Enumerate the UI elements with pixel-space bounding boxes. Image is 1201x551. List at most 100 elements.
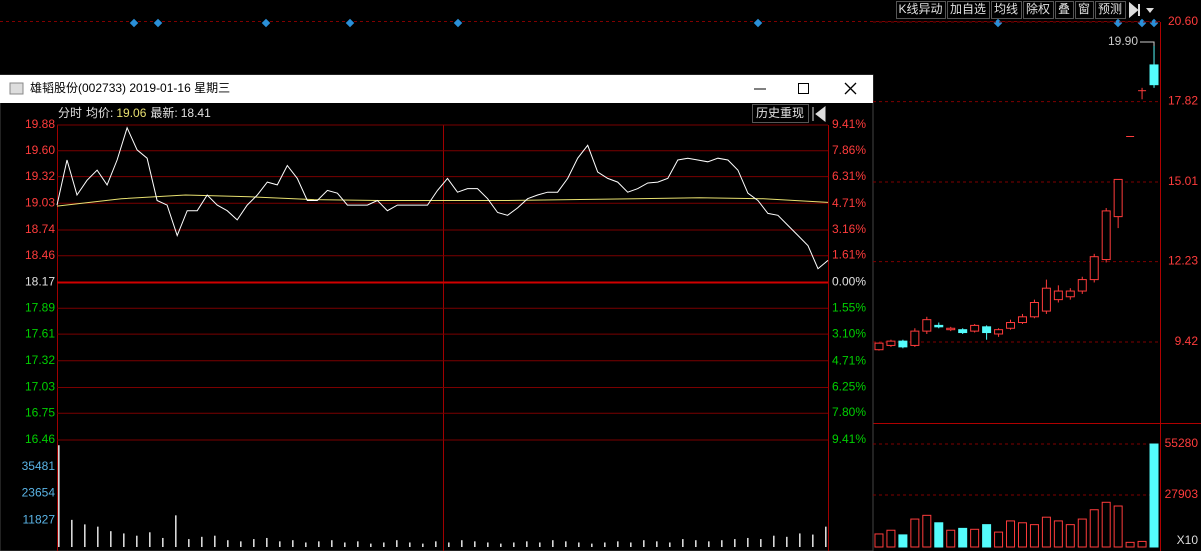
volume-bar xyxy=(188,539,190,547)
mode: 分时 xyxy=(58,106,82,120)
toolbar-button[interactable] xyxy=(1075,1,1094,19)
candle-body xyxy=(1077,279,1087,292)
y-tick-label: 19.60 xyxy=(25,143,55,157)
y2-tick-label: 0.00% xyxy=(832,275,866,289)
toolbar-button-label: 预测 xyxy=(1098,2,1122,16)
volume-bar xyxy=(898,534,908,548)
volume-bar xyxy=(922,514,932,548)
y-tick-label: 19.88 xyxy=(25,117,55,131)
y2-tick-label: 4.71% xyxy=(832,354,866,368)
candle-body xyxy=(1006,322,1016,329)
volume-bar xyxy=(448,542,450,547)
volume-bar xyxy=(786,536,788,547)
volume-bar xyxy=(227,540,229,547)
volume-bar xyxy=(58,445,60,547)
toolbar-button[interactable] xyxy=(1023,1,1054,19)
event-markers xyxy=(129,18,1159,28)
toolbar-button-label: 除权 xyxy=(1026,1,1050,16)
volume-bar xyxy=(708,541,710,547)
volume-bar xyxy=(84,524,86,547)
maximize-button[interactable] xyxy=(798,83,809,94)
candle-body xyxy=(1101,210,1111,261)
y-tick-label: 17.03 xyxy=(25,380,55,394)
volume-bar xyxy=(370,543,372,547)
volume-bar xyxy=(526,541,528,547)
y2-tick-label: 1.55% xyxy=(832,301,866,315)
toolbar-dropdown[interactable] xyxy=(1146,8,1154,13)
candle-body xyxy=(898,340,908,348)
avg-label: 均价: xyxy=(86,106,113,120)
y-tick-label: 17.89 xyxy=(25,300,55,314)
toolbar-button-label: 均线 xyxy=(994,2,1018,16)
volume-bar xyxy=(422,543,424,547)
volume-bar xyxy=(994,531,1004,548)
volume-bar xyxy=(747,537,749,547)
volume-bar xyxy=(162,537,164,547)
y-tick-label: 20.60 xyxy=(1168,14,1198,28)
volume-bar xyxy=(71,519,73,547)
max-price-pointer xyxy=(1140,41,1155,47)
toolbar-button[interactable] xyxy=(1095,1,1126,19)
volume-bar xyxy=(1125,541,1135,548)
y-tick-label: 17.61 xyxy=(25,326,55,340)
candle-body xyxy=(886,340,896,346)
volume-bar xyxy=(513,542,515,547)
max-price-label: 19.90 xyxy=(1108,34,1138,48)
volume-bar xyxy=(958,527,968,548)
y2-tick-label: 9.41% xyxy=(832,117,866,131)
volume-bar xyxy=(1149,443,1159,548)
candle-body xyxy=(1029,301,1039,318)
candle-body xyxy=(922,319,932,332)
volume-bar xyxy=(396,540,398,547)
volume-bar xyxy=(253,539,255,547)
volume-bar xyxy=(214,535,216,547)
volume-bar xyxy=(474,541,476,547)
volume-bar xyxy=(734,539,736,547)
volume-bar xyxy=(344,542,346,547)
volume-bar xyxy=(240,541,242,547)
toolbar-button-label: 加自选 xyxy=(950,2,986,16)
volume-bar xyxy=(97,526,99,547)
volume-tick-label: 11827 xyxy=(23,512,56,526)
volume-bar xyxy=(773,535,775,547)
y-tick-label: 18.74 xyxy=(25,222,55,236)
toolbar-icon[interactable] xyxy=(1129,1,1140,19)
toolbar-button[interactable] xyxy=(991,1,1022,19)
volume-bar xyxy=(812,534,814,547)
volume-bar xyxy=(970,528,980,548)
toolbar-button[interactable] xyxy=(947,1,990,19)
volume-bar xyxy=(175,515,177,547)
y-tick-label: 17.82 xyxy=(1168,94,1198,108)
volume-bar xyxy=(604,542,606,547)
close-button[interactable] xyxy=(844,82,857,95)
toolbar-button-label: 叠 xyxy=(1058,2,1070,16)
title-bar xyxy=(0,75,873,103)
volume-bar xyxy=(1029,524,1039,548)
candle-body xyxy=(946,327,956,331)
volume-bar xyxy=(149,532,151,547)
toolbar-button-label: K线异动 xyxy=(898,2,942,16)
volume-bar xyxy=(591,543,593,547)
volume-bar xyxy=(934,522,944,548)
replay-icon[interactable] xyxy=(812,105,826,123)
volume-bar xyxy=(1113,505,1123,548)
volume-bar xyxy=(825,526,827,547)
avg-value: 19.06 xyxy=(116,106,146,120)
volume-bar xyxy=(1101,501,1111,548)
toolbar-button[interactable] xyxy=(1055,1,1074,19)
volume-bar xyxy=(1017,522,1027,548)
y2-tick-label: 6.31% xyxy=(832,169,866,183)
volume-bar xyxy=(110,531,112,547)
replay-button[interactable] xyxy=(752,104,809,123)
candle-body xyxy=(934,324,944,328)
volume-bar xyxy=(1065,524,1075,548)
toolbar-button[interactable] xyxy=(896,1,946,19)
volume-bar xyxy=(357,541,359,547)
quote-header: 分时 均价: 19.06 最新: 18.41 xyxy=(58,105,211,120)
candle-body xyxy=(958,329,968,334)
volume-bar xyxy=(760,539,762,547)
candle-body xyxy=(874,342,884,351)
volume-bar xyxy=(201,536,203,547)
y-tick-label: 9.42 xyxy=(1175,334,1199,348)
